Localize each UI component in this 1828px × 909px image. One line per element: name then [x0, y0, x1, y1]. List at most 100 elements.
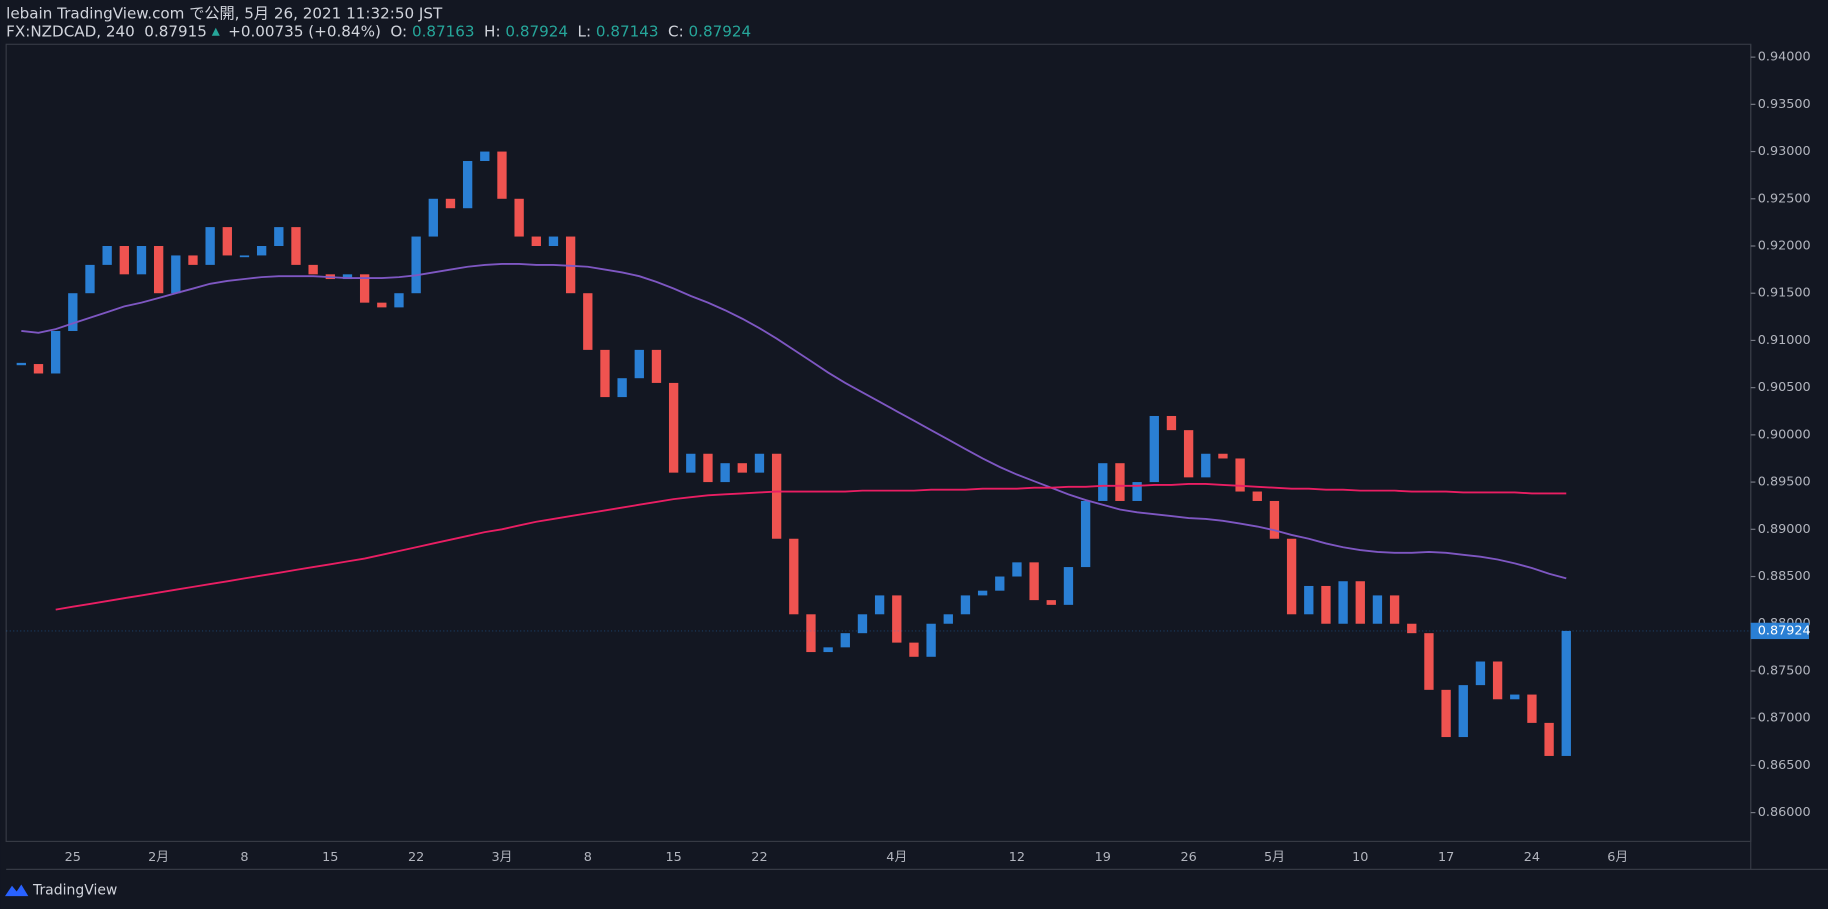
candle [16, 362, 26, 366]
candle [445, 198, 456, 209]
candle [977, 590, 988, 596]
candle [1527, 694, 1537, 723]
candle [153, 245, 164, 294]
y-tick-label: 0.87500 [1758, 663, 1811, 678]
price: 0.87915 [144, 22, 207, 40]
moving-average [21, 263, 1567, 580]
candle [651, 349, 662, 383]
candle [394, 293, 404, 308]
candle [840, 633, 850, 648]
l-label: L: [578, 22, 592, 40]
candle [823, 647, 833, 653]
candle [514, 198, 524, 237]
candle [308, 264, 318, 275]
y-tick-label: 0.94000 [1758, 50, 1811, 65]
publisher: lebain TradingView.com で公開, 5月 26, 2021 … [6, 4, 443, 22]
candle [33, 364, 44, 374]
last-price-box [1750, 622, 1810, 640]
y-tick-label: 0.93000 [1758, 144, 1811, 159]
candle [1012, 562, 1022, 577]
candle [1252, 491, 1262, 501]
y-tick-label: 0.86500 [1758, 758, 1811, 773]
candle [600, 349, 610, 398]
candle [1218, 453, 1228, 459]
x-tick-label: 19 [1095, 850, 1111, 865]
y-tick-label: 0.90500 [1758, 380, 1811, 395]
candle [1475, 661, 1486, 686]
candle [1166, 415, 1177, 431]
o-label: O: [390, 22, 407, 40]
x-tick-label: 4月 [886, 850, 907, 865]
candle [102, 245, 112, 265]
candle [1372, 595, 1383, 624]
candle [548, 236, 559, 246]
brand: TradingView [32, 882, 117, 898]
candle [377, 302, 387, 308]
y-tick-label: 0.91000 [1758, 333, 1811, 348]
candle [943, 614, 953, 624]
h-value: 0.87924 [505, 22, 568, 40]
c-value: 0.87924 [689, 22, 752, 40]
candle [960, 595, 971, 615]
x-tick-label: 5月 [1264, 850, 1285, 865]
candle [222, 227, 232, 256]
moving-average [55, 483, 1567, 611]
candle [754, 453, 765, 473]
candle [1080, 500, 1091, 568]
candle [1424, 633, 1434, 690]
y-tick-label: 0.90000 [1758, 427, 1811, 442]
candle [428, 198, 438, 237]
candle [737, 463, 747, 473]
ohlc-header: FX:NZDCAD, 240 0.87915 ▲ +0.00735 (+0.84… [6, 22, 751, 40]
candle [1441, 689, 1451, 738]
o-value: 0.87163 [412, 22, 475, 40]
y-tick-label: 0.88500 [1758, 569, 1811, 584]
y-tick-label: 0.92000 [1758, 238, 1811, 253]
candle [119, 245, 129, 275]
up-arrow: ▲ [212, 25, 221, 37]
candle [1561, 630, 1571, 756]
candle [1149, 415, 1159, 483]
x-tick-label: 8 [584, 850, 592, 865]
x-tick-label: 6月 [1607, 850, 1628, 865]
candle [926, 623, 936, 657]
y-tick-label: 0.92500 [1758, 191, 1811, 206]
c-label: C: [668, 22, 684, 40]
x-tick-label: 25 [65, 850, 81, 865]
candle [1269, 500, 1280, 539]
candle [531, 236, 541, 246]
candle [1046, 600, 1056, 605]
symbol: FX:NZDCAD, 240 [6, 22, 135, 40]
candle [342, 274, 353, 280]
candle [771, 453, 782, 539]
candle [634, 349, 644, 379]
candle [1544, 722, 1554, 756]
candle [583, 293, 593, 350]
y-tick-label: 0.89000 [1758, 522, 1811, 537]
candle [480, 151, 490, 162]
candle [274, 227, 284, 246]
x-tick-label: 8 [240, 850, 248, 865]
x-tick-label: 22 [751, 850, 767, 865]
candle [171, 255, 181, 294]
candle [617, 378, 627, 398]
candle [1029, 562, 1039, 601]
l-value: 0.87143 [596, 22, 659, 40]
candle [1355, 581, 1365, 624]
candle [205, 227, 215, 265]
plot-layer: 0.860000.865000.870000.875000.880000.885… [6, 50, 1811, 865]
candle [291, 227, 301, 265]
x-tick-label: 24 [1524, 850, 1540, 865]
candle [359, 274, 370, 303]
candle [565, 236, 576, 294]
candle [1286, 538, 1297, 615]
candle [1492, 661, 1503, 700]
x-tick-label: 26 [1180, 850, 1196, 865]
candle [909, 642, 919, 657]
candle [1183, 430, 1194, 478]
candle [1321, 585, 1331, 624]
y-tick-label: 0.91500 [1758, 286, 1811, 301]
candle [188, 255, 198, 265]
x-tick-label: 15 [665, 850, 681, 865]
